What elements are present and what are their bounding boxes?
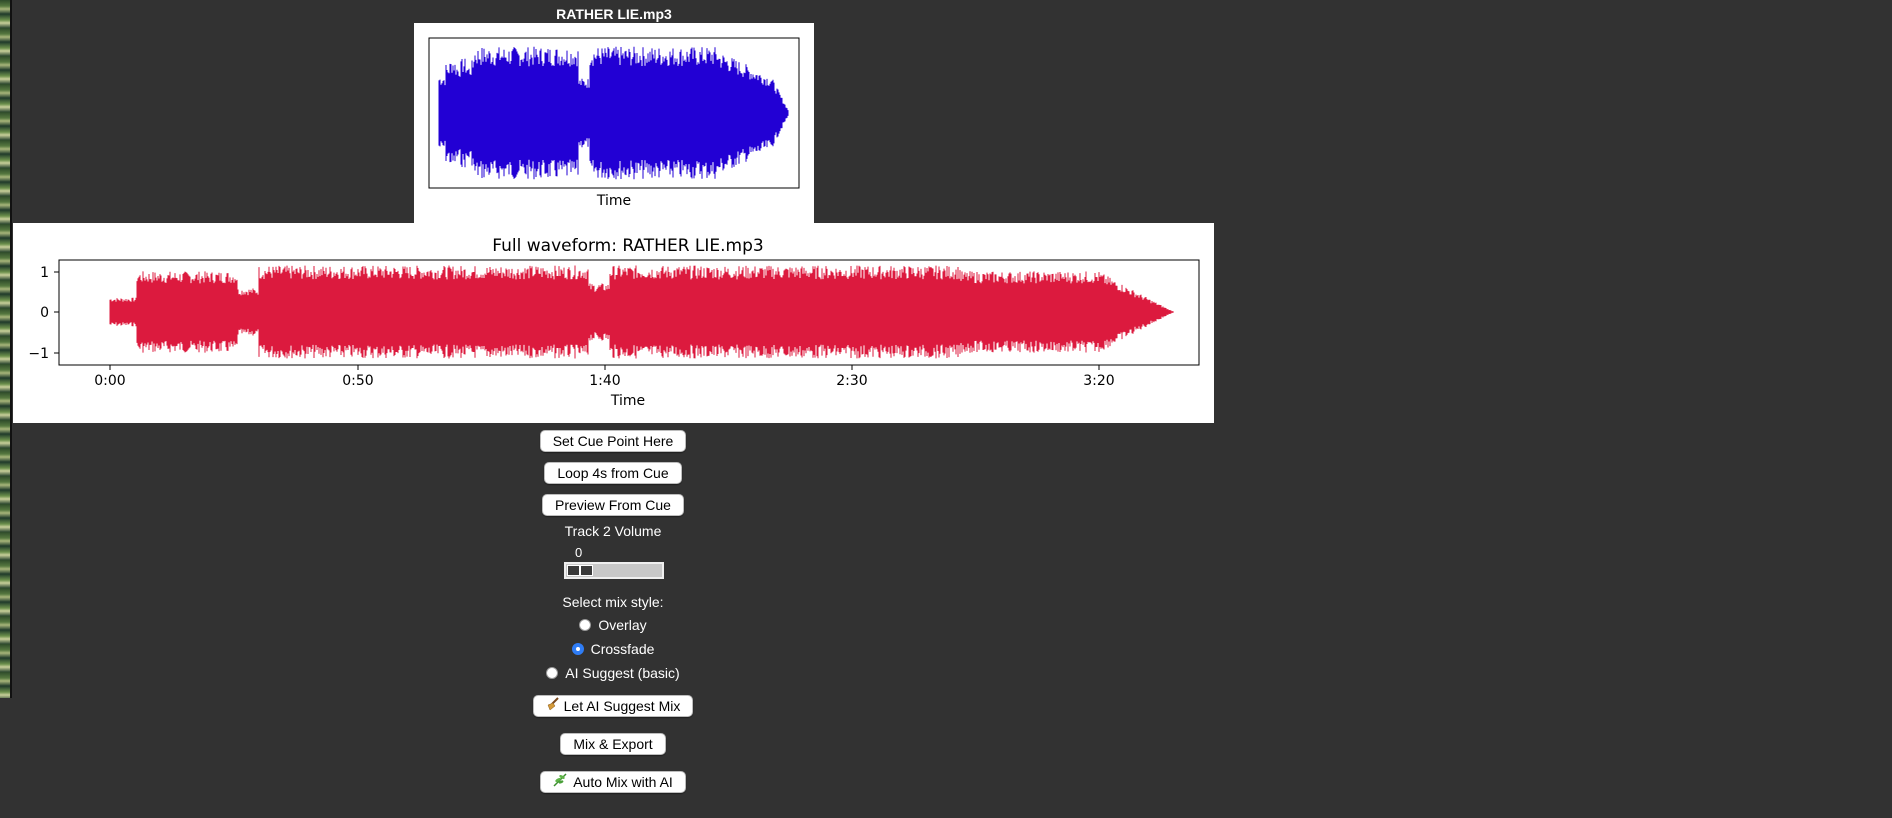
small-plot-xlabel: Time (596, 193, 631, 209)
loop-from-cue-button[interactable]: Loop 4s from Cue (544, 462, 682, 484)
x-axis: 0:00 0:50 1:40 2:30 3:20 Time (94, 365, 1115, 409)
y-axis: 1 0 −1 (28, 265, 59, 362)
mix-option-overlay[interactable]: Overlay (579, 617, 647, 633)
small-waveform-chart: Time (428, 37, 800, 209)
full-plot-xlabel: Time (610, 393, 645, 409)
volume-slider-handle[interactable] (567, 565, 593, 576)
small-plot-title: RATHER LIE.mp3 (556, 6, 672, 22)
small-waveform (438, 46, 789, 180)
full-plot-title: Full waveform: RATHER LIE.mp3 (492, 236, 763, 256)
ytick-label: −1 (28, 346, 49, 362)
xtick-label: 1:40 (589, 373, 620, 389)
ytick-label: 0 (40, 305, 49, 321)
radio-crossfade[interactable] (571, 643, 584, 655)
broom-icon (546, 697, 560, 715)
xtick-label: 0:50 (342, 373, 373, 389)
mix-export-button[interactable]: Mix & Export (560, 733, 666, 755)
xtick-label: 0:00 (94, 373, 125, 389)
mix-option-ai-suggest-label: AI Suggest (basic) (565, 665, 680, 681)
mix-option-ai-suggest[interactable]: AI Suggest (basic) (546, 665, 680, 681)
xtick-label: 3:20 (1083, 373, 1114, 389)
auto-mix-ai-label: Auto Mix with AI (573, 774, 673, 790)
small-plot-frame (428, 37, 800, 189)
full-waveform (109, 265, 1174, 359)
small-waveform-panel: Time (414, 23, 814, 223)
mix-style-label: Select mix style: (562, 594, 664, 610)
herb-icon (553, 773, 567, 791)
ai-suggest-mix-button[interactable]: Let AI Suggest Mix (532, 695, 694, 717)
ai-suggest-mix-label: Let AI Suggest Mix (563, 698, 681, 714)
full-waveform-chart: Full waveform: RATHER LIE.mp3 1 0 −1 0:0… (28, 236, 1200, 409)
track2-volume-slider[interactable] (564, 562, 664, 579)
volume-slider-value: 0 (575, 545, 583, 560)
track2-volume-label: Track 2 Volume (564, 523, 662, 539)
mix-option-crossfade[interactable]: Crossfade (571, 641, 655, 657)
auto-mix-ai-button[interactable]: Auto Mix with AI (540, 771, 686, 793)
ytick-label: 1 (40, 265, 49, 281)
preview-from-cue-button[interactable]: Preview From Cue (542, 494, 684, 516)
mix-option-overlay-label: Overlay (598, 617, 647, 633)
desktop-background-strip (0, 0, 12, 698)
mix-option-crossfade-label: Crossfade (590, 641, 655, 657)
set-cue-point-button[interactable]: Set Cue Point Here (539, 430, 687, 452)
xtick-label: 2:30 (836, 373, 867, 389)
full-waveform-panel: Full waveform: RATHER LIE.mp3 1 0 −1 0:0… (13, 223, 1214, 423)
radio-overlay[interactable] (579, 619, 592, 631)
radio-ai-suggest[interactable] (546, 667, 559, 679)
